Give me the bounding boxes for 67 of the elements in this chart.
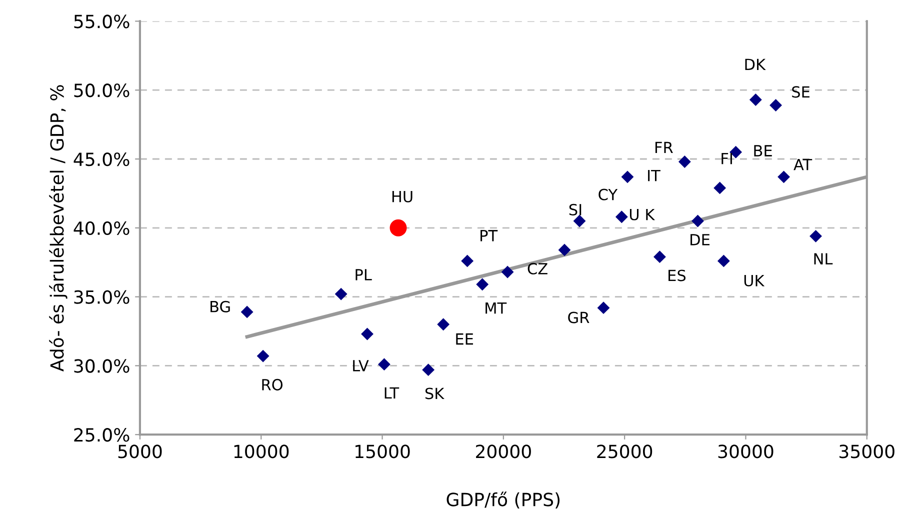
point [621,170,634,184]
annotation: U K [630,208,656,220]
annotation: IT [648,170,660,182]
y-tick-label: 30.0% [74,359,130,373]
point [334,288,348,300]
point [654,250,666,264]
annotation: LV [353,360,369,372]
x-tick-label: 20000 [476,444,531,458]
point [378,358,390,371]
annotation: BE [754,145,772,156]
annotation: SI [569,204,582,216]
point [597,302,610,314]
annotation: DE [690,234,710,246]
y-tick-label: 50.0% [74,84,130,98]
annotation: EE [456,333,474,345]
point [810,230,822,242]
annotation: NL [814,253,833,264]
point [615,210,628,224]
x-tick-label: 15000 [356,444,410,458]
point [240,306,254,318]
annotation: MT [486,302,507,314]
annotation: CZ [528,262,548,274]
y-axis-title: Adó- és járulékbevétel / GDP, % [49,85,68,372]
annotation: PT [480,230,498,242]
x-tick-label: 35000 [840,444,894,458]
annotation: GR [568,312,590,324]
y-tick-label: 40.0% [74,221,130,236]
annotation: BG [210,300,230,312]
point [717,254,730,268]
annotation: SE [792,86,810,98]
point [476,278,489,291]
annotation: ES [668,270,686,282]
point [770,99,782,112]
x-tick-label: 10000 [234,444,289,458]
annotation: RO [262,378,283,390]
point [461,254,474,268]
point [749,94,762,106]
annotation: HU [392,190,412,202]
point [778,170,790,184]
annotation: CY [598,188,618,200]
point [714,182,726,194]
point [678,156,691,168]
x-tick-label: 25000 [597,444,652,458]
annotation: UK [744,275,765,286]
point [437,318,450,331]
annotation: PL [356,269,372,280]
annotation: DK [745,58,766,70]
point [422,364,435,376]
y-tick-label: 35.0% [74,290,130,304]
annotation: FR [655,142,673,153]
point [573,214,586,228]
point [361,328,374,340]
point [256,350,270,362]
y-tick-label: 25.0% [74,428,130,442]
x-tick-label: 30000 [718,444,774,458]
point [558,244,571,256]
annotation: AT [794,158,812,170]
y-tick-label: 45.0% [74,152,130,166]
y-tick-label: 55.0% [74,14,130,28]
annotation: SK [425,388,444,400]
annotation: LT [384,387,400,399]
x-axis-title: GDP/fő (PPS) [446,492,560,508]
annotation: FI [722,153,732,164]
x-tick-label: 5000 [118,444,162,458]
point [692,214,704,228]
point [501,266,514,278]
point [390,219,407,236]
